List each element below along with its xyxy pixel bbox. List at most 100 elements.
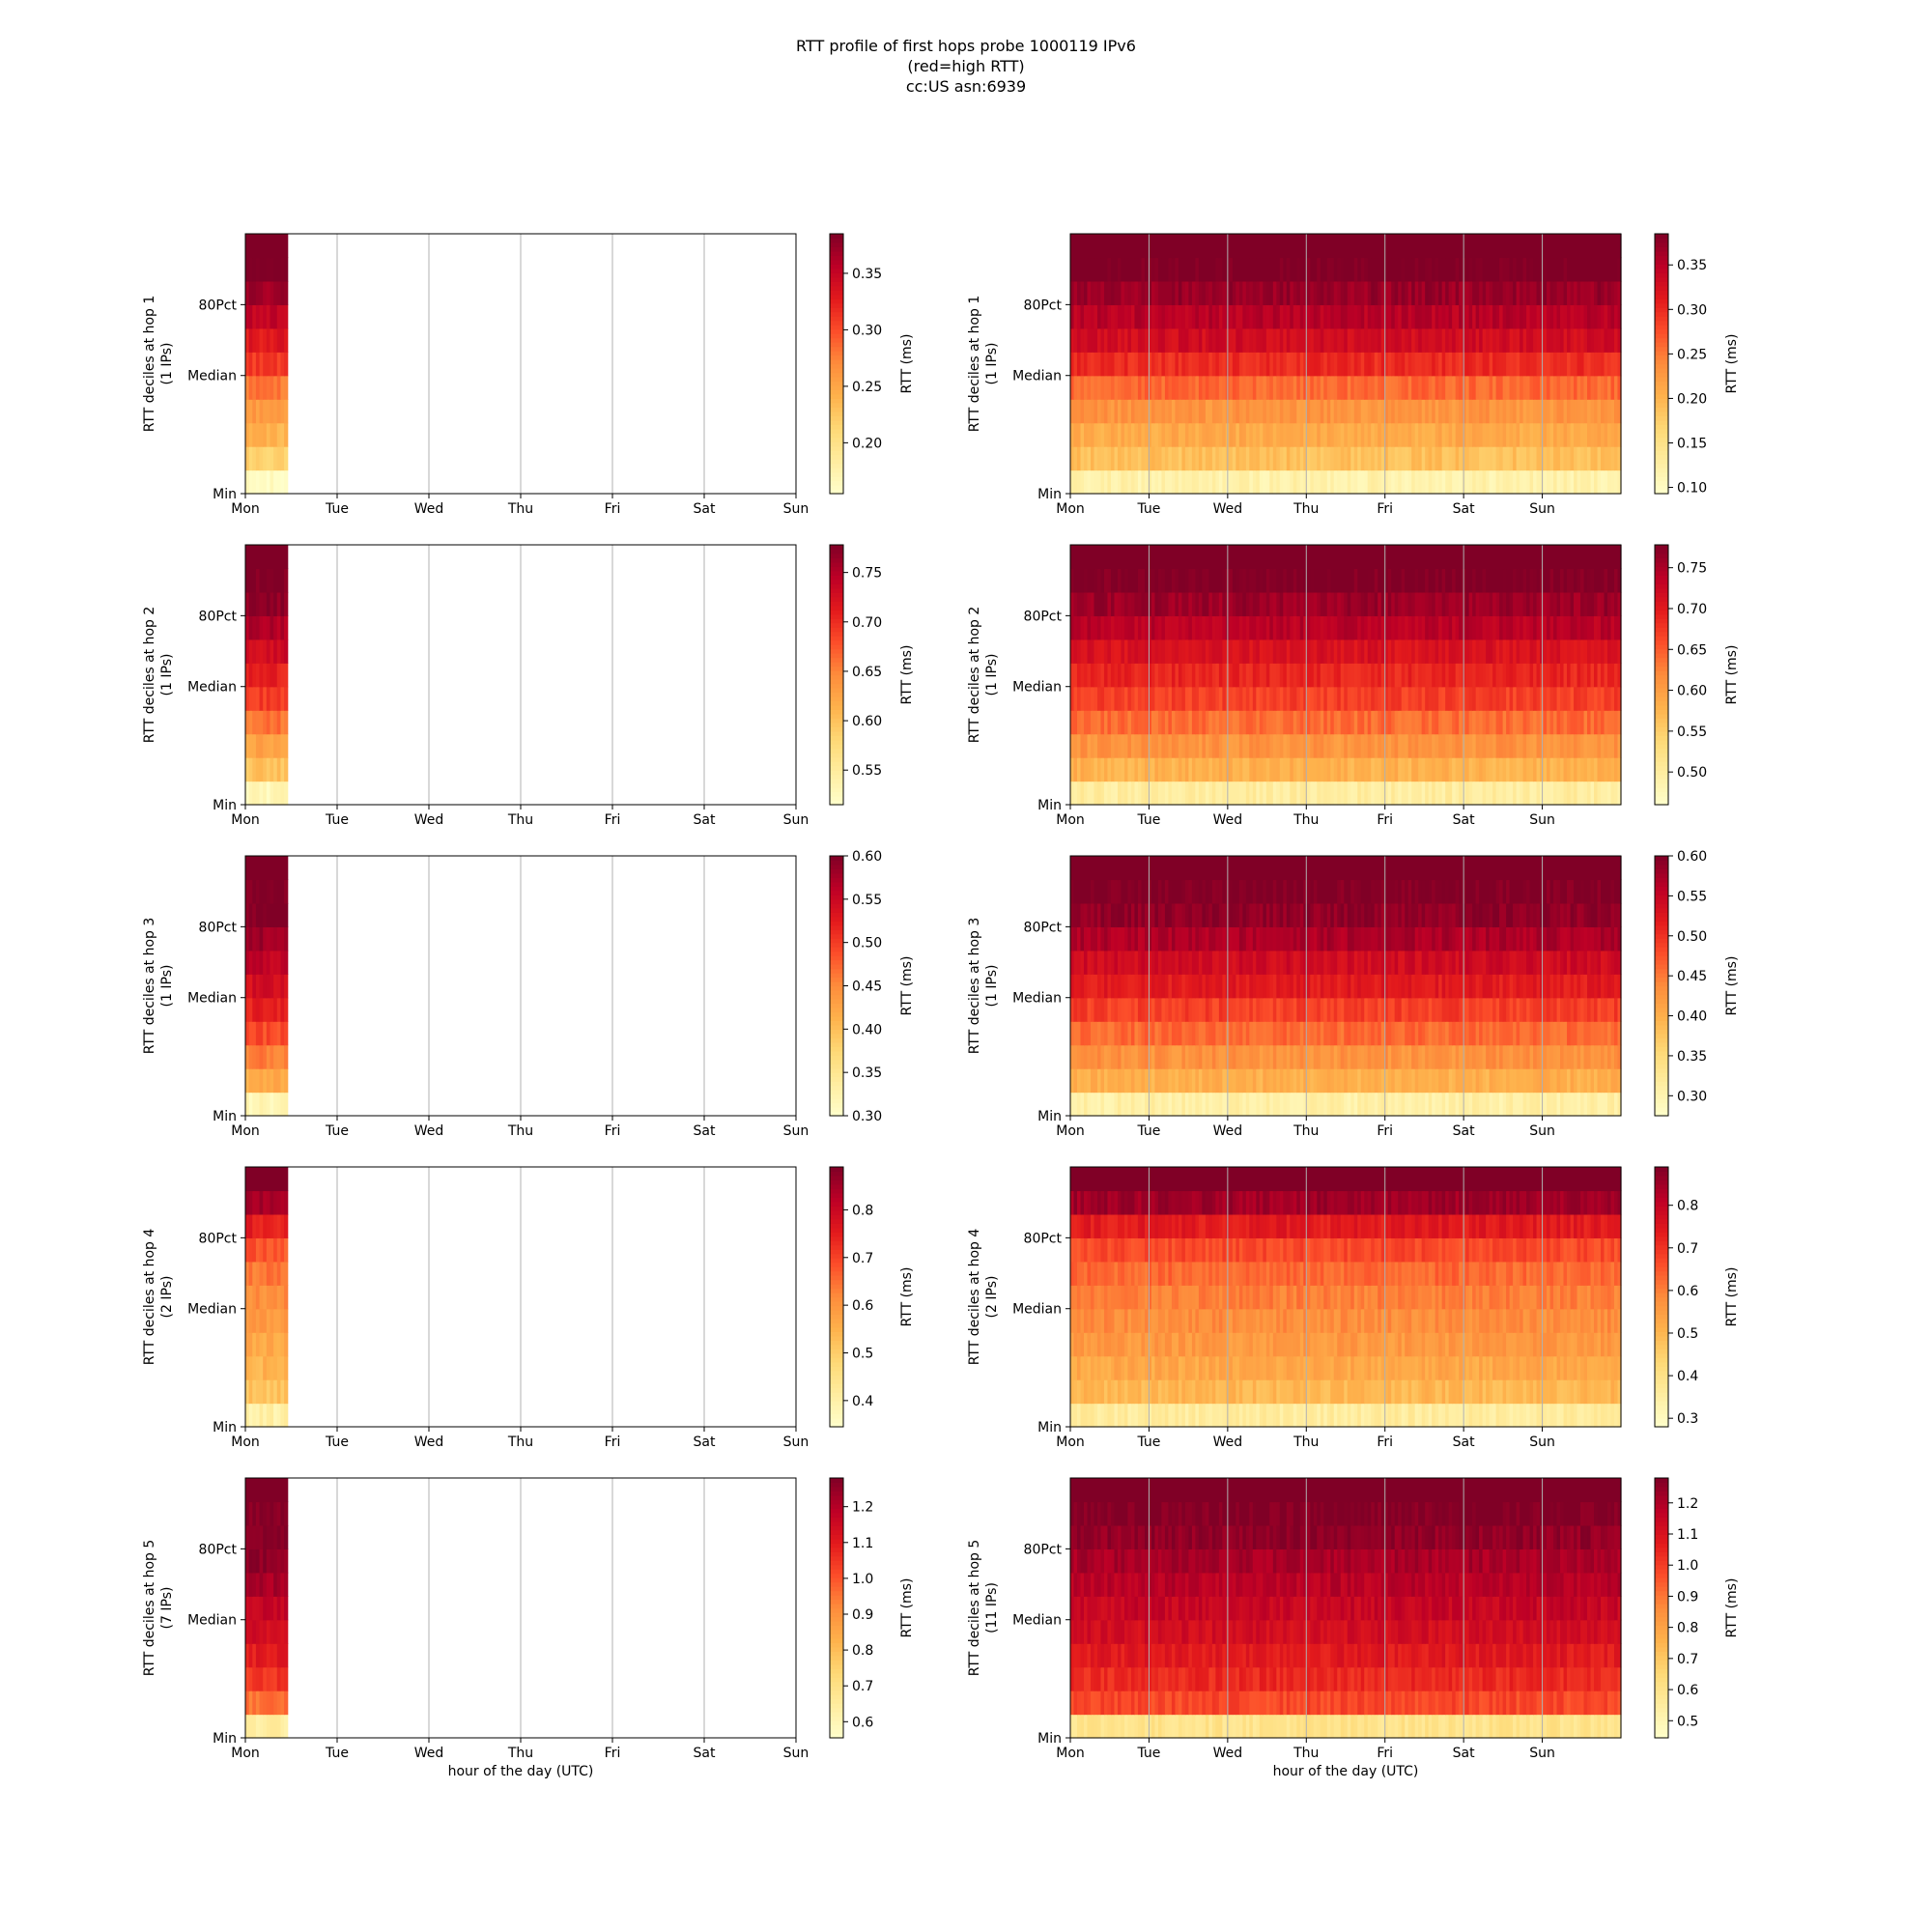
heatmap-cell (1405, 234, 1409, 259)
heatmap-cell (1168, 446, 1173, 471)
heatmap-cell (1522, 327, 1527, 353)
colorbar-segment (1655, 307, 1668, 313)
heatmap-cell (1502, 781, 1507, 806)
heatmap-cell (1076, 280, 1082, 305)
heatmap-cell (1435, 545, 1439, 570)
colorbar-tick-label: 0.20 (852, 436, 882, 451)
heatmap-cell (1465, 234, 1470, 259)
heatmap-cell (1269, 545, 1274, 570)
heatmap-cell (1495, 375, 1500, 400)
heatmap-cell (1326, 327, 1331, 353)
colorbar-segment (830, 290, 843, 296)
heatmap-cell (1405, 352, 1409, 377)
heatmap-cell (270, 304, 274, 329)
heatmap-cell (1489, 545, 1493, 570)
heatmap-cell (1164, 1044, 1170, 1069)
heatmap-cell (1398, 781, 1403, 806)
heatmap-cell (1087, 327, 1092, 353)
heatmap-cell (1296, 663, 1301, 688)
heatmap-cell (1560, 757, 1565, 782)
heatmap-cell (1357, 1092, 1362, 1117)
colorbar-segment (1655, 316, 1668, 322)
heatmap-cell (1425, 352, 1430, 377)
colorbar-segment (830, 307, 843, 313)
colorbar-segment (830, 549, 843, 554)
heatmap-cell (1421, 639, 1426, 664)
heatmap-cell (1405, 639, 1409, 664)
heatmap-cell (1154, 422, 1159, 447)
heatmap-cell (1191, 304, 1196, 329)
heatmap-cell (284, 639, 289, 664)
heatmap-cell (1110, 469, 1116, 495)
heatmap-cell (1462, 257, 1466, 282)
heatmap-cell (1357, 1068, 1362, 1094)
heatmap-cell (1407, 327, 1412, 353)
heatmap-cell (1269, 686, 1274, 711)
heatmap-cell (1414, 257, 1419, 282)
colorbar-segment (830, 480, 843, 486)
colorbar-segment (1655, 596, 1668, 602)
heatmap-cell (1459, 615, 1463, 640)
heatmap-cell (1157, 639, 1163, 664)
heatmap-cell (1103, 568, 1109, 593)
heatmap-cell (1380, 399, 1385, 424)
heatmap-cell (1211, 352, 1216, 377)
heatmap-cell (1344, 469, 1349, 495)
heatmap-cell (1191, 663, 1196, 688)
heatmap-cell (1296, 757, 1301, 782)
heatmap-cell (1570, 639, 1575, 664)
heatmap-cell (259, 545, 264, 570)
heatmap-cell (280, 686, 285, 711)
heatmap-cell (1117, 399, 1122, 424)
heatmap-cell (1303, 375, 1308, 400)
heatmap-cell (1215, 639, 1220, 664)
colorbar-segment (1655, 692, 1668, 697)
heatmap-cell (1080, 375, 1085, 400)
heatmap-cell (1299, 615, 1304, 640)
heatmap-cell (1475, 663, 1480, 688)
colorbar-tick-label: 0.75 (852, 566, 882, 582)
heatmap-cell (1148, 1092, 1152, 1117)
heatmap-cell (1574, 545, 1578, 570)
heatmap-cell (1279, 280, 1284, 305)
heatmap-cell (1290, 568, 1294, 593)
heatmap-cell (1073, 781, 1078, 806)
heatmap-cell (1290, 257, 1294, 282)
heatmap-cell (1357, 257, 1362, 282)
heatmap-cell (1276, 710, 1281, 735)
heatmap-cell (1164, 375, 1170, 400)
heatmap-cell (1597, 375, 1602, 400)
heatmap-cell (1452, 280, 1457, 305)
heatmap-cell (280, 1068, 285, 1094)
heatmap-cell (1151, 545, 1156, 570)
heatmap-cell (1432, 639, 1436, 664)
heatmap-cell (1594, 1068, 1599, 1094)
heatmap-cell (1070, 304, 1075, 329)
heatmap-cell (1522, 469, 1527, 495)
heatmap-cell (1303, 234, 1308, 259)
heatmap-cell (1320, 639, 1324, 664)
heatmap-cell (1208, 1092, 1213, 1117)
heatmap-cell (1607, 257, 1612, 282)
heatmap-cell (1547, 446, 1551, 471)
heatmap-cell (1414, 639, 1419, 664)
heatmap-cell (1134, 1092, 1139, 1117)
heatmap-cell (1205, 781, 1209, 806)
heatmap-cell (1428, 615, 1433, 640)
heatmap-cell (1211, 545, 1216, 570)
heatmap-cell (1134, 568, 1139, 593)
heatmap-cell (1479, 710, 1484, 735)
heatmap-cell (1489, 352, 1493, 377)
colorbar-segment (830, 800, 843, 806)
heatmap-cell (1547, 686, 1551, 711)
heatmap-cell (252, 545, 257, 570)
heatmap-cell (1418, 469, 1423, 495)
heatmap-cell (1506, 1044, 1511, 1069)
heatmap-cell (1184, 422, 1189, 447)
heatmap-cell (245, 399, 250, 424)
heatmap-cell (1590, 781, 1595, 806)
heatmap-cell (1549, 234, 1554, 259)
heatmap-cell (1526, 733, 1531, 758)
heatmap-cell (1326, 399, 1331, 424)
